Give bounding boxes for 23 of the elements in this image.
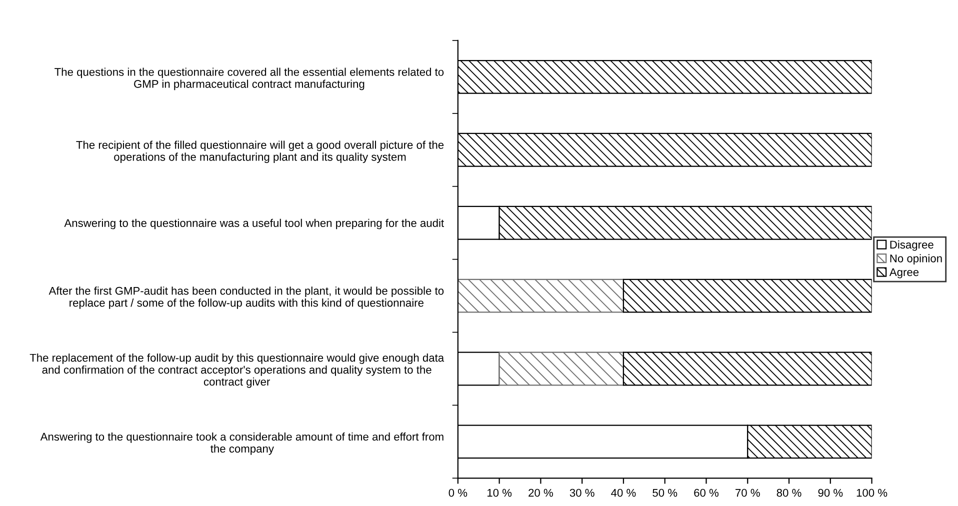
- y-tick-label: The questions in the questionnaire covered all the essential elements related to GMP in pharmaceutical contract manufacturing: [54, 68, 444, 90]
- bar: [498, 352, 624, 386]
- bar: [622, 352, 872, 386]
- legend-label: Agree: [889, 268, 919, 278]
- x-tick-label: 10 %: [487, 488, 512, 497]
- y-tick-label: The recipient of the filled questionnaire will get a good overall picture of the operations of the manufacturing plant and its quality system: [76, 140, 444, 164]
- x-tick-label: 0 %: [448, 488, 468, 497]
- y-tick-label: After the first GMP-audit has been conducted in the plant, it would be possible to replace part / some of the follow-up audits with this kind of questionnaire: [48, 286, 444, 309]
- x-tick-label: 50 %: [652, 488, 678, 497]
- legend-label: No opinion: [890, 254, 942, 265]
- y-tick-label: The replacement of the follow-up audit by this questionnaire would give enough data and confirmation of the contract acceptor's operations and quality system to the contract giver: [30, 354, 444, 388]
- x-tick-label: 60 %: [694, 488, 719, 497]
- x-tick-label: 80 %: [776, 488, 802, 497]
- x-tick-label: 70 %: [736, 488, 760, 497]
- x-tick-label: 90 %: [818, 488, 843, 497]
- legend-label: Disagree: [890, 240, 934, 251]
- x-tick-label: 40 %: [611, 488, 636, 497]
- x-tick-label: 20 %: [528, 488, 553, 497]
- y-tick-label: Answering to the questionnaire was a useful tool when preparing for the audit: [64, 218, 444, 230]
- x-tick-label: 100 %: [856, 488, 888, 497]
- bar: [458, 278, 624, 313]
- y-tick-label: Answering to the questionnaire took a considerable amount of time and effort from the company: [40, 432, 444, 455]
- x-tick-label: 30 %: [570, 488, 594, 497]
